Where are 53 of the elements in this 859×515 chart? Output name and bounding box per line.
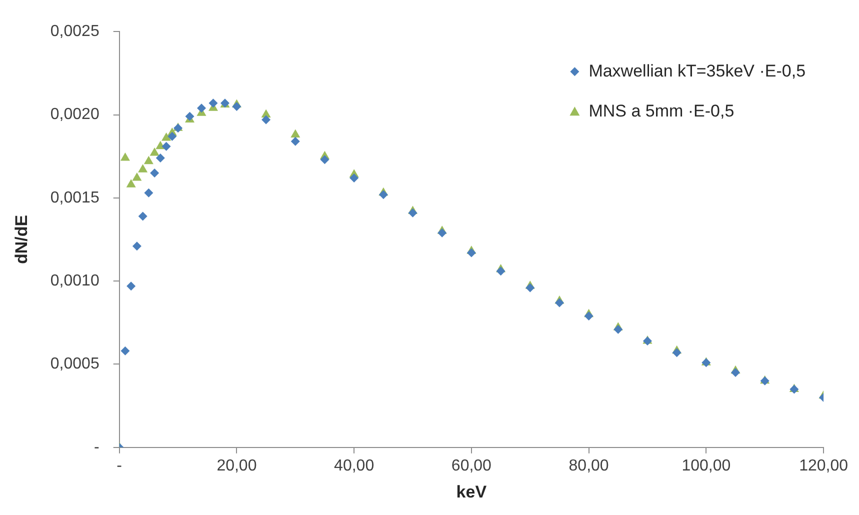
point [208,98,218,108]
point [290,136,300,146]
point [185,112,194,121]
point [126,179,136,188]
point [144,156,154,164]
x-axis-title: keV [456,482,488,502]
point [150,148,160,156]
point [526,283,535,292]
legend-label: Maxwellian kT=35keV ·E-0,5 [588,61,806,80]
point [162,142,171,151]
y-tick-label: 0,0025 [50,23,100,40]
x-tick-label: 100,00 [682,457,731,474]
point [350,173,359,182]
y-tick-label: 0,0020 [50,106,100,124]
point [262,115,271,124]
x-tick-label: 60,00 [451,457,492,474]
point [466,248,476,258]
point [138,212,148,221]
point [438,228,447,238]
x-tick-label: 40,00 [334,457,374,474]
point [584,312,594,321]
point [290,129,300,138]
point [168,132,177,141]
x-tick-label: - [116,457,122,474]
x-tick-label: 120,00 [799,457,848,474]
point [126,282,136,291]
legend-label: MNS a 5mm ·E-0,5 [588,101,734,120]
point [156,154,165,163]
point [138,164,148,172]
x-tick-label: 80,00 [568,457,609,474]
point [132,242,142,251]
point [120,152,130,161]
y-tick-label: 0,0005 [50,356,100,373]
point [144,188,154,198]
point [731,368,740,378]
point [672,348,682,358]
point [614,324,623,334]
y-tick-label: 0,0010 [50,272,100,290]
point [162,132,172,141]
point [150,168,160,178]
point [408,208,418,218]
point [120,346,130,356]
point [554,298,564,308]
point [232,102,242,111]
y-axis-title: dN/dE [12,214,31,264]
point [320,155,330,164]
point [496,266,506,276]
x-tick-label: 20,00 [216,457,257,474]
point [132,172,142,181]
point [196,104,206,113]
y-tick-label: - [94,438,100,456]
y-tick-label: 0,0015 [50,189,100,206]
point [378,190,388,200]
